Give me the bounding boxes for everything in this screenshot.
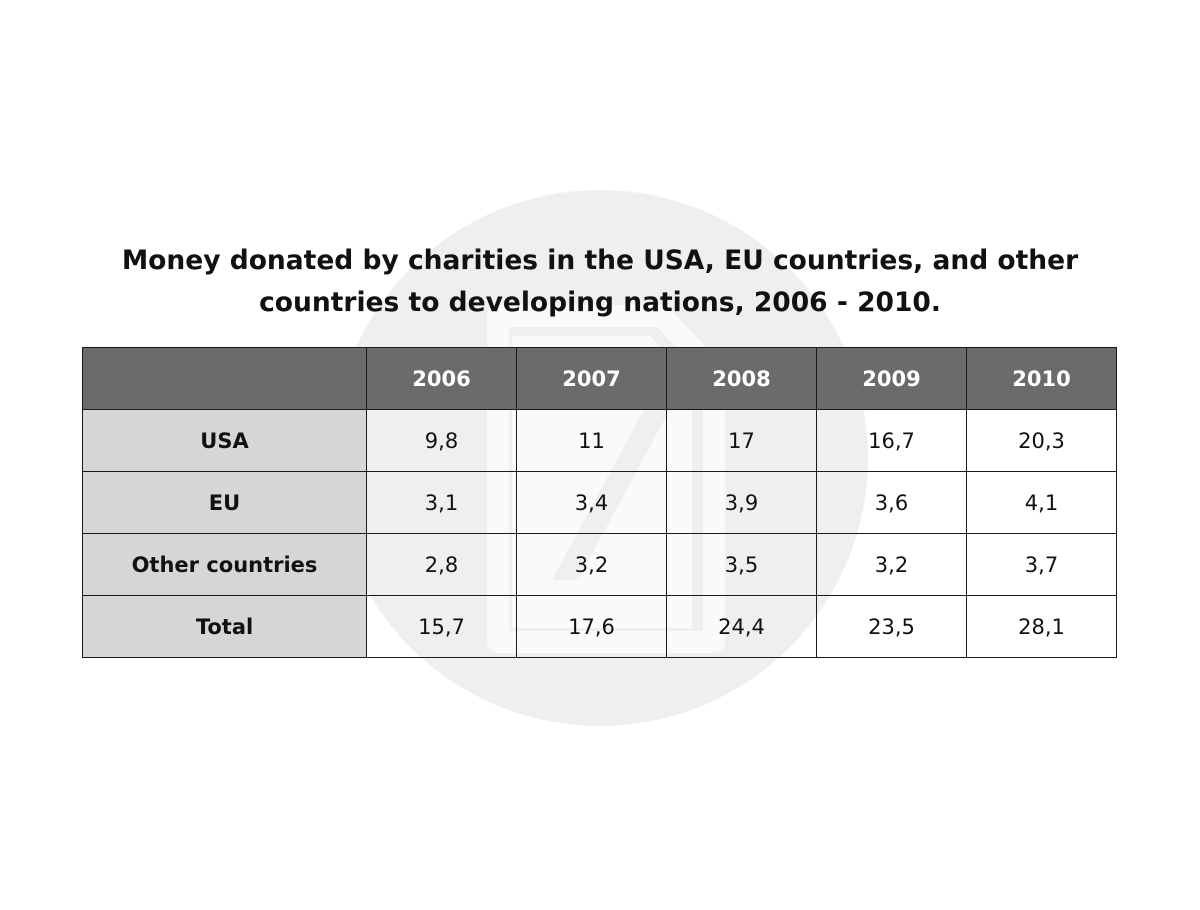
column-header: 2010 [967,348,1117,410]
table-cell: 28,1 [967,596,1117,658]
table-cell: 3,6 [817,472,967,534]
table-cell: 15,7 [367,596,517,658]
table-row: USA 9,8 11 17 16,7 20,3 [83,410,1117,472]
corner-cell [83,348,367,410]
table-cell: 3,5 [667,534,817,596]
column-header: 2006 [367,348,517,410]
column-header: 2007 [517,348,667,410]
table-header-row: 2006 2007 2008 2009 2010 [83,348,1117,410]
table-cell: 23,5 [817,596,967,658]
table-cell: 2,8 [367,534,517,596]
table-cell: 3,2 [817,534,967,596]
table-row: EU 3,1 3,4 3,9 3,6 4,1 [83,472,1117,534]
table-cell: 17,6 [517,596,667,658]
table-cell: 3,4 [517,472,667,534]
table-cell: 3,9 [667,472,817,534]
table-cell: 9,8 [367,410,517,472]
data-table: 2006 2007 2008 2009 2010 USA 9,8 11 17 1… [82,347,1117,658]
table-cell: 17 [667,410,817,472]
chart-title-line-1: Money donated by charities in the USA, E… [100,240,1100,282]
column-header: 2009 [817,348,967,410]
chart-title: Money donated by charities in the USA, E… [100,240,1100,324]
table-cell: 3,7 [967,534,1117,596]
row-label: Total [83,596,367,658]
row-label: USA [83,410,367,472]
row-label: EU [83,472,367,534]
table-cell: 20,3 [967,410,1117,472]
table-row: Total 15,7 17,6 24,4 23,5 28,1 [83,596,1117,658]
table-cell: 11 [517,410,667,472]
row-label: Other countries [83,534,367,596]
chart-title-line-2: countries to developing nations, 2006 - … [100,282,1100,324]
table-row: Other countries 2,8 3,2 3,5 3,2 3,7 [83,534,1117,596]
table-cell: 3,1 [367,472,517,534]
column-header: 2008 [667,348,817,410]
table-cell: 3,2 [517,534,667,596]
table-cell: 16,7 [817,410,967,472]
table-cell: 4,1 [967,472,1117,534]
table-cell: 24,4 [667,596,817,658]
